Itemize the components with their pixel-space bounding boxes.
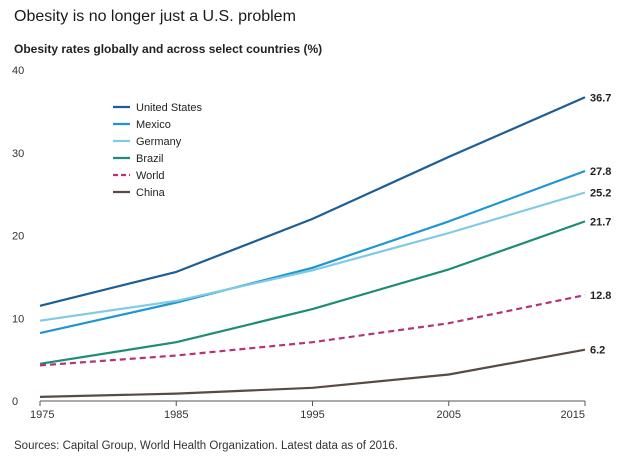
x-tick-label: 1985 <box>164 409 188 421</box>
page-title: Obesity is no longer just a U.S. problem <box>14 8 296 25</box>
end-label-mexico: 27.8 <box>590 166 611 178</box>
y-tick-label: 0 <box>12 396 18 408</box>
series-line-china <box>39 348 586 398</box>
end-label-brazil: 21.7 <box>590 216 611 228</box>
series-line-germany <box>39 191 586 322</box>
end-label-world: 12.8 <box>590 290 611 302</box>
axes: 0 10 20 30 40 1975 1985 1995 2005 2015 <box>12 65 586 421</box>
legend-label: United States <box>136 102 203 114</box>
series-line-brazil <box>39 220 586 365</box>
x-tick-label: 1995 <box>300 409 324 421</box>
y-tick-label: 30 <box>12 148 24 160</box>
legend-label: Mexico <box>136 119 171 131</box>
series-line-united-states <box>39 96 586 307</box>
source-note: Sources: Capital Group, World Health Org… <box>14 440 398 452</box>
end-labels: 36.7 27.8 25.2 21.7 12.8 6.2 <box>590 92 611 356</box>
y-tick-label: 10 <box>12 313 24 325</box>
legend-label: Germany <box>136 136 182 148</box>
legend: United States Mexico Germany Brazil World Chi… <box>113 102 203 199</box>
series-line-mexico <box>39 169 586 335</box>
series-line-world <box>39 294 586 367</box>
legend-label: World <box>136 170 165 182</box>
end-label-china: 6.2 <box>590 345 605 357</box>
x-tick-label: 1975 <box>30 409 54 421</box>
legend-label: China <box>136 187 166 199</box>
x-tick-label: 2005 <box>437 409 461 421</box>
y-tick-label: 20 <box>12 231 24 243</box>
end-label-germany: 25.2 <box>590 187 611 199</box>
series-lines <box>39 96 586 398</box>
y-tick-label: 40 <box>12 65 24 77</box>
end-label-united-states: 36.7 <box>590 92 611 104</box>
chart-subtitle: Obesity rates globally and across select… <box>14 42 323 56</box>
legend-label: Brazil <box>136 153 164 165</box>
x-tick-label: 2015 <box>561 409 585 421</box>
